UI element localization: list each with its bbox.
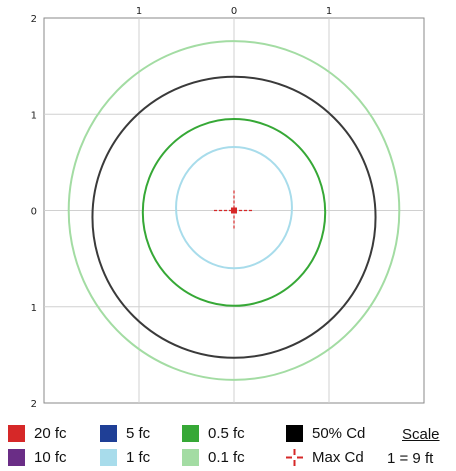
legend-label-maxcd: Max Cd bbox=[312, 449, 364, 466]
legend-item-01fc: 0.1 fc bbox=[182, 449, 245, 466]
swatch-05fc bbox=[182, 425, 199, 442]
legend-label-1fc: 1 fc bbox=[126, 449, 151, 466]
contour-0-1-fc bbox=[67, 40, 401, 381]
legend-item-05fc: 0.5 fc bbox=[182, 425, 245, 442]
legend-item-20fc: 20 fc bbox=[8, 425, 67, 442]
contour-lines bbox=[67, 40, 401, 381]
swatch-20fc bbox=[8, 425, 25, 442]
x-tick-label: 0 bbox=[231, 6, 237, 17]
legend-item-1fc: 1 fc bbox=[100, 449, 150, 466]
legend-item-10fc: 10 fc bbox=[8, 449, 67, 466]
crosshair-icon bbox=[286, 449, 303, 466]
legend-item-5fc: 5 fc bbox=[100, 425, 150, 442]
legend-item-maxcd: Max Cd bbox=[286, 449, 364, 466]
x-tick-label: 1 bbox=[136, 6, 142, 17]
y-tick-label: 1 bbox=[31, 303, 37, 314]
legend-item-50cd: 50% Cd bbox=[286, 425, 365, 442]
contour-1-fc bbox=[175, 145, 293, 270]
legend-label-10fc: 10 fc bbox=[34, 449, 67, 466]
contour-50-cd bbox=[91, 75, 377, 359]
swatch-5fc bbox=[100, 425, 117, 442]
swatch-10fc bbox=[8, 449, 25, 466]
max-cd-marker bbox=[214, 190, 254, 231]
legend-label-20fc: 20 fc bbox=[34, 425, 67, 442]
y-tick-label: 1 bbox=[31, 110, 37, 121]
swatch-50cd bbox=[286, 425, 303, 442]
legend-label-01fc: 0.1 fc bbox=[208, 449, 245, 466]
x-tick-labels: 1 0 1 bbox=[136, 6, 332, 17]
max-cd-point bbox=[231, 207, 237, 214]
y-tick-label: 0 bbox=[31, 207, 37, 218]
x-tick-label: 1 bbox=[326, 6, 332, 17]
legend-label-50cd: 50% Cd bbox=[312, 425, 366, 442]
legend-label-5fc: 5 fc bbox=[126, 425, 151, 442]
y-tick-labels: 2 1 0 1 2 bbox=[31, 14, 37, 410]
contour-0-5-fc bbox=[141, 118, 327, 307]
scale-value: 1 = 9 ft bbox=[387, 450, 434, 467]
swatch-1fc bbox=[100, 449, 117, 466]
swatch-01fc bbox=[182, 449, 199, 466]
y-tick-label: 2 bbox=[31, 14, 37, 25]
scale-title: Scale bbox=[402, 426, 440, 443]
legend-label-05fc: 0.5 fc bbox=[208, 425, 245, 442]
y-tick-label: 2 bbox=[31, 399, 37, 410]
